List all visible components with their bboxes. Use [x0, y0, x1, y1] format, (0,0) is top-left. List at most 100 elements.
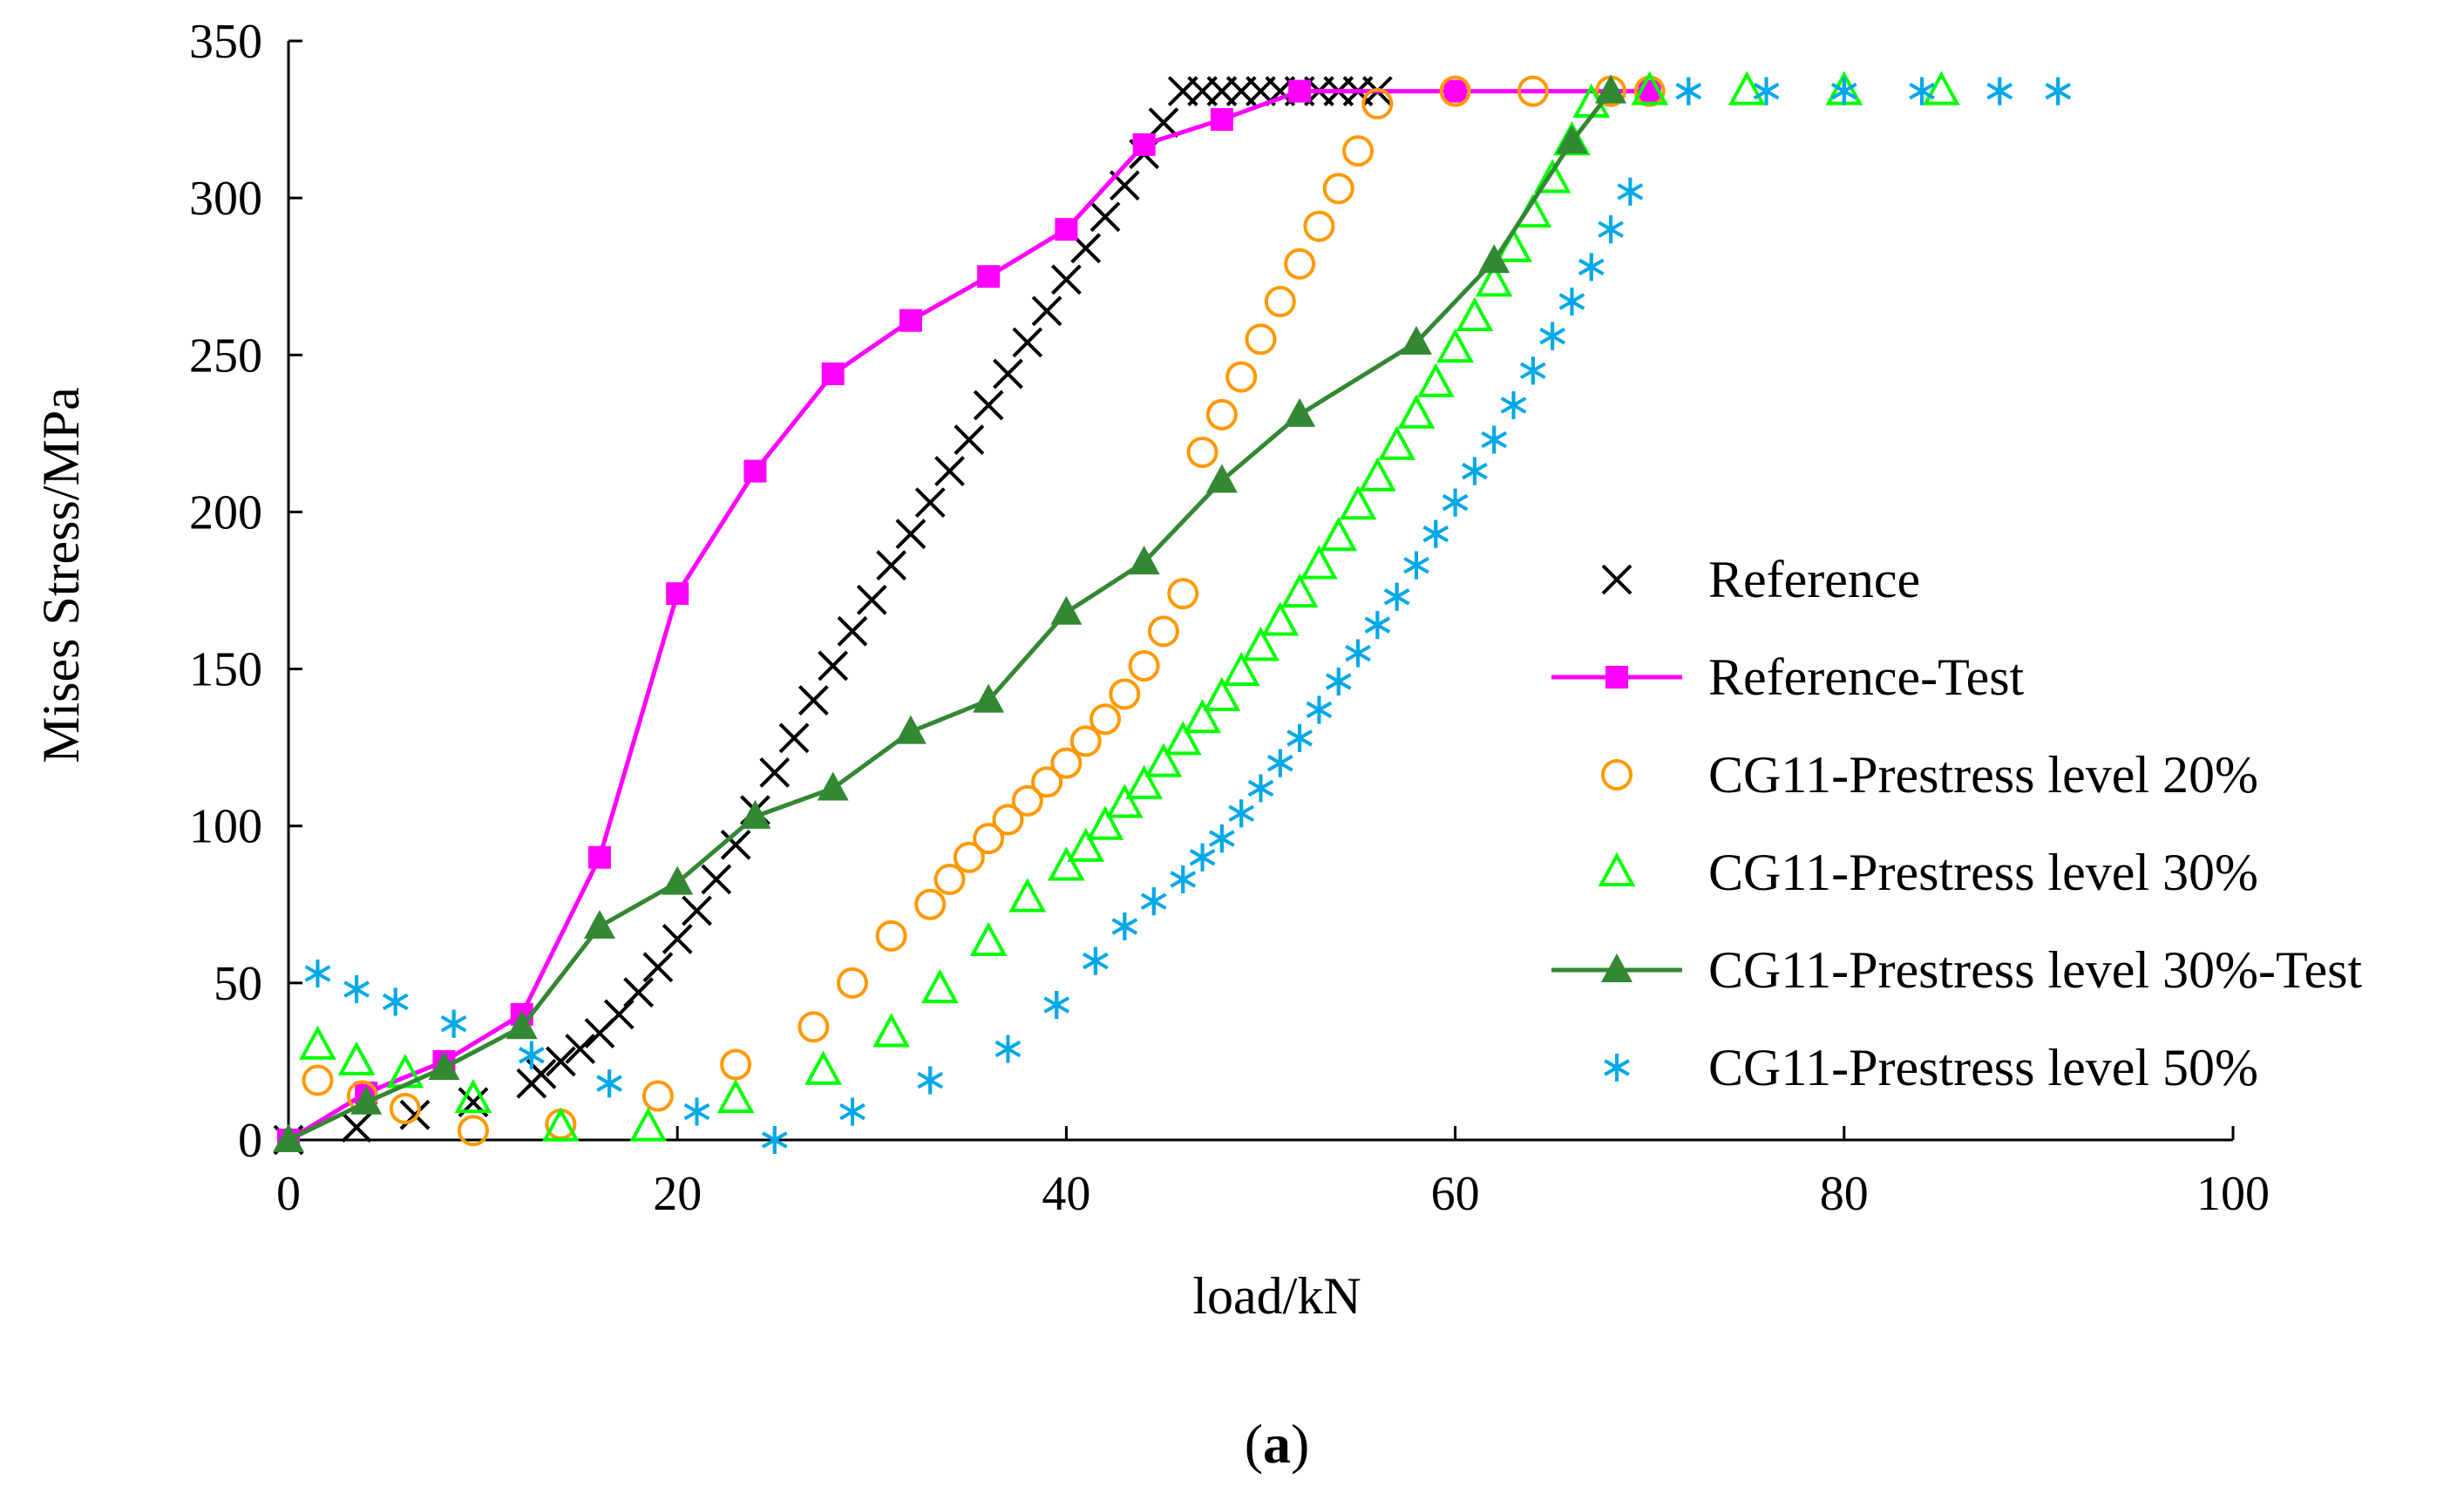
data-point — [1050, 747, 1083, 779]
data-point — [1303, 210, 1335, 242]
data-point — [454, 1078, 492, 1114]
data-point — [1456, 296, 1494, 332]
data-point — [545, 1046, 576, 1077]
data-point — [1261, 601, 1300, 636]
data-point — [1050, 595, 1083, 625]
legend-item: Reference — [1601, 551, 1920, 608]
data-point — [1089, 703, 1122, 736]
y-tick-label: 350 — [189, 15, 262, 69]
axes: 0 50 100 150 200 250 300 350 0 20 40 60 80 100 — [189, 15, 2270, 1221]
data-point — [565, 1034, 596, 1064]
data-point — [304, 960, 331, 988]
data-point — [1383, 582, 1410, 611]
data-point — [1209, 824, 1235, 853]
data-point — [1284, 248, 1316, 280]
data-point — [1578, 253, 1605, 282]
data-point — [382, 987, 409, 1016]
data-point — [969, 921, 1008, 957]
data-point — [1050, 264, 1082, 295]
data-point — [1478, 244, 1510, 274]
legend-marker — [1604, 1054, 1630, 1082]
data-point — [1140, 887, 1167, 916]
x-tick-label: 0 — [276, 1167, 301, 1221]
data-point — [798, 685, 829, 716]
data-point — [836, 967, 868, 999]
data-point — [720, 829, 751, 860]
data-point — [1055, 218, 1078, 241]
x-tick-label: 40 — [1042, 1167, 1090, 1221]
legend-marker — [1601, 564, 1632, 595]
data-point — [1186, 436, 1218, 468]
data-point — [1089, 201, 1121, 233]
data-point — [973, 683, 1005, 713]
y-tick-label: 150 — [189, 643, 262, 697]
y-tick-label: 200 — [189, 485, 262, 539]
y-tick-label: 300 — [189, 172, 262, 226]
data-point — [1300, 545, 1338, 580]
data-point — [583, 910, 615, 940]
data-point — [977, 265, 1001, 288]
data-point — [1164, 721, 1202, 756]
data-point — [818, 650, 849, 682]
data-point — [1342, 135, 1375, 167]
data-point — [973, 390, 1004, 421]
data-point — [701, 864, 732, 895]
data-point — [994, 1035, 1022, 1063]
data-point — [545, 1108, 577, 1140]
data-point — [1400, 325, 1432, 355]
series-3 — [299, 71, 1960, 1142]
data-point — [993, 358, 1023, 390]
y-tick-label: 0 — [238, 1114, 262, 1168]
data-point — [1500, 390, 1527, 419]
data-point — [1012, 327, 1043, 358]
series-1 — [277, 79, 1661, 1151]
data-point — [1462, 457, 1488, 485]
data-point — [1225, 361, 1258, 393]
data-point — [720, 1048, 752, 1081]
data-point — [350, 1085, 383, 1115]
data-point — [739, 799, 771, 829]
data-point — [1728, 71, 1766, 105]
legend-label: CG11-Prestress level 50% — [1708, 1039, 2258, 1096]
data-point — [1416, 363, 1455, 397]
data-point — [1205, 464, 1238, 493]
data-point — [804, 1050, 842, 1085]
data-point — [1286, 723, 1313, 752]
legend-marker — [1598, 851, 1636, 886]
data-point — [1128, 649, 1160, 682]
data-point — [666, 582, 689, 606]
data-point — [1442, 488, 1469, 517]
data-point — [1148, 107, 1179, 139]
panel-label: (a) — [1245, 1413, 1310, 1475]
data-point — [1147, 615, 1179, 648]
data-point — [1264, 286, 1296, 318]
legend-label: Reference-Test — [1708, 648, 2025, 706]
data-point — [1339, 485, 1377, 520]
data-point — [1556, 125, 1588, 154]
data-point — [1210, 108, 1233, 132]
data-point — [1322, 173, 1354, 205]
data-point — [1533, 159, 1571, 193]
y-tick-label: 100 — [189, 800, 262, 854]
series-5 — [304, 77, 2072, 1154]
data-point — [759, 757, 791, 788]
data-point — [642, 952, 674, 983]
data-point — [743, 459, 767, 483]
data-point — [629, 1107, 668, 1142]
data-point — [1245, 323, 1277, 356]
series-2 — [302, 75, 1666, 1147]
data-point — [1280, 573, 1319, 608]
data-point — [1481, 425, 1508, 454]
data-point — [1397, 394, 1436, 429]
data-point — [894, 715, 927, 744]
legend-label: CG11-Prestress level 30% — [1708, 844, 2258, 901]
data-point — [1403, 551, 1429, 580]
data-point — [1144, 743, 1183, 777]
data-point — [1284, 397, 1316, 427]
legend: Reference Reference-Test CG11-Prestress le… — [1551, 551, 2362, 1096]
y-tick-label: 250 — [189, 329, 262, 383]
series-0 — [273, 76, 1393, 1156]
data-point — [1011, 784, 1043, 817]
data-point — [683, 1097, 710, 1126]
legend-item: CG11-Prestress level 20% — [1601, 746, 2258, 804]
